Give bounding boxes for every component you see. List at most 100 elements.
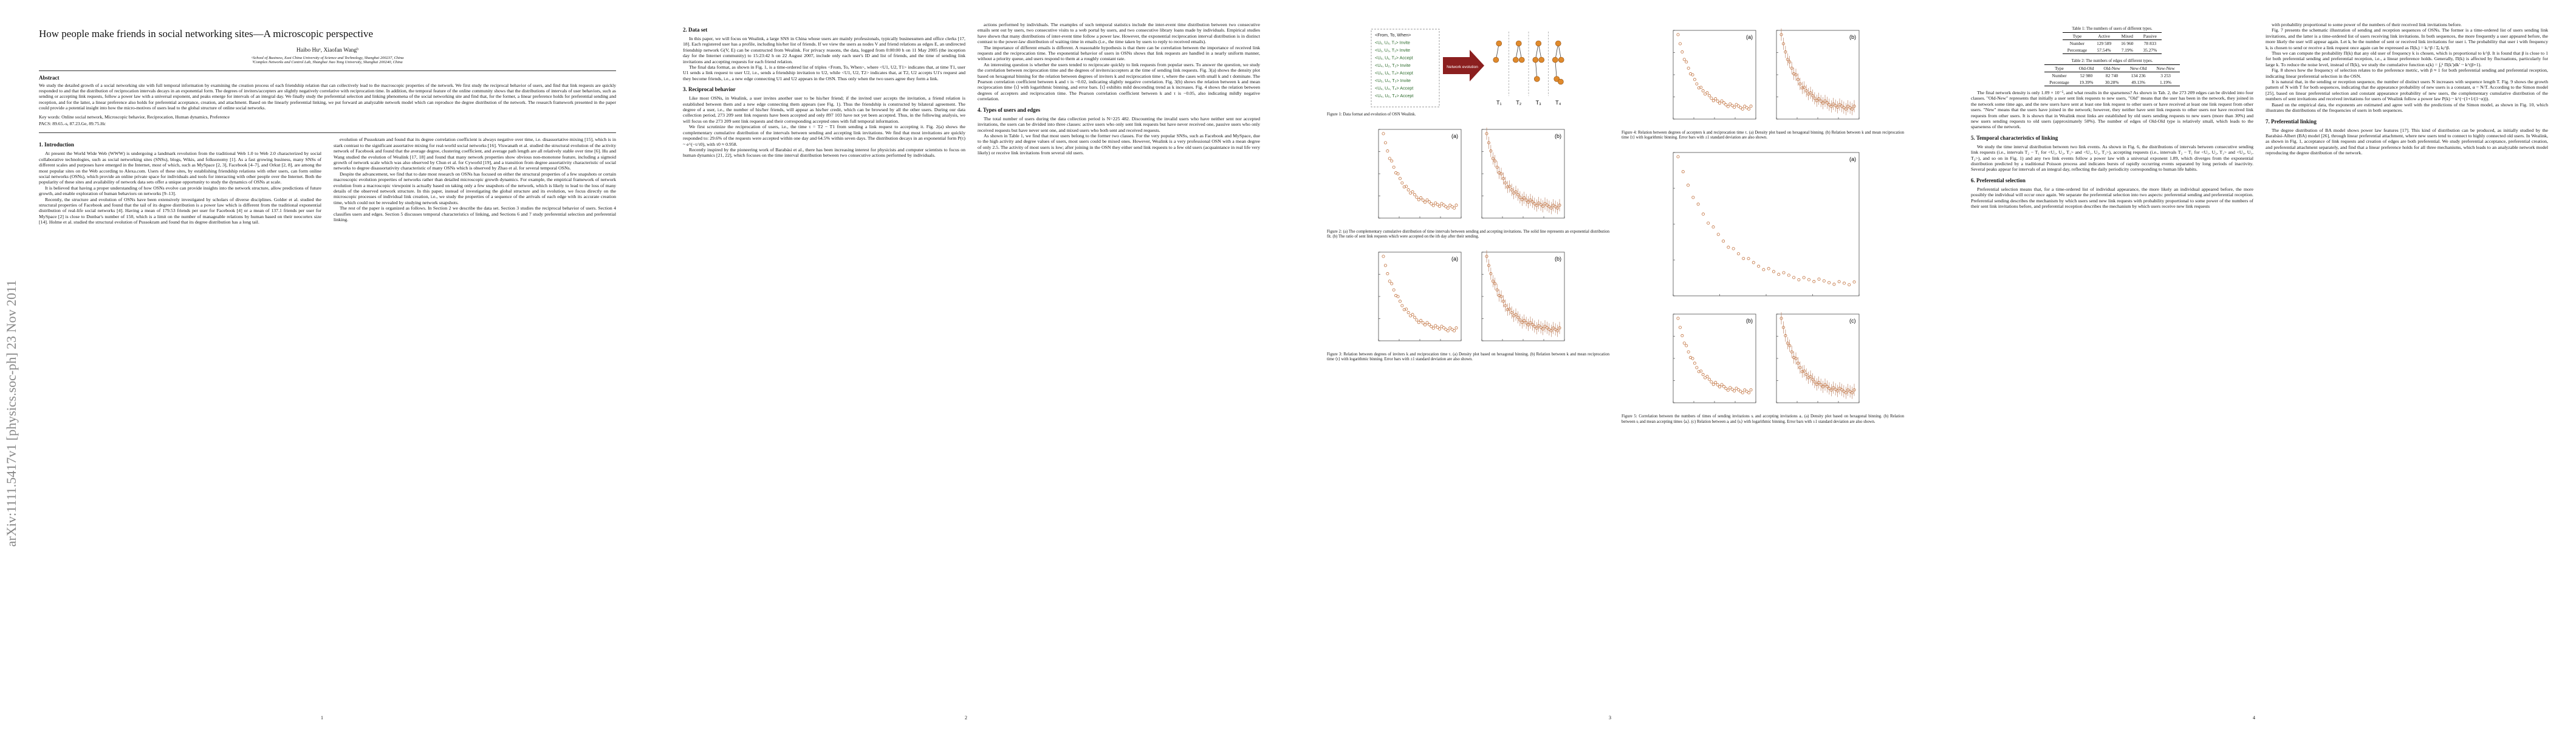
- panel-label: (a): [1849, 156, 1856, 162]
- columns: 2. Data set In this paper, we will focus …: [683, 22, 1260, 159]
- plot-decoration: [1802, 276, 1806, 279]
- header-cell: New-New: [2156, 66, 2175, 71]
- tuple: <U₅, U₄, T₃> Invite: [1375, 78, 1411, 83]
- paragraph: The rest of the paper is organized as fo…: [334, 205, 616, 223]
- time-label: T₁: [1496, 100, 1501, 106]
- plot-decoration: [1732, 106, 1736, 109]
- plot-decoration: [1547, 327, 1550, 331]
- plot-decoration: [1696, 202, 1700, 206]
- plot-decoration: [1699, 369, 1702, 373]
- arxiv-id: arXiv:1111.5417v1 [physics.soc-ph] 23 No…: [4, 279, 19, 547]
- column: Table 1: The numbers of users of differe…: [1971, 22, 2253, 210]
- plot-decoration: [1850, 391, 1854, 395]
- plot-decoration: [1800, 370, 1804, 374]
- tuple: <U₁, U₂, T₁> Invite: [1375, 40, 1410, 46]
- plot-decoration: [1747, 108, 1750, 111]
- plot-decoration: [1513, 312, 1517, 316]
- plot-decoration: [1691, 357, 1694, 360]
- paragraph: The total number of users during the dat…: [978, 115, 1260, 133]
- header-cell: Passive: [2143, 33, 2157, 39]
- plot-decoration: [1436, 203, 1439, 207]
- plot-decoration: [1722, 101, 1725, 104]
- plot-decoration: [1684, 60, 1688, 64]
- plot-decoration: [1402, 185, 1406, 189]
- plot-decoration: [1499, 295, 1502, 298]
- table-cell: Number: [2069, 41, 2085, 46]
- paragraph: It is natural that, in the sending or re…: [2266, 79, 2548, 102]
- plot-decoration: [1804, 373, 1808, 377]
- pacs: PACS: 89.65.-s, 87.23.Ge, 89.75.Hc: [39, 121, 106, 127]
- plot-decoration: [1756, 265, 1760, 269]
- plot-decoration: [1507, 185, 1511, 188]
- plot-decoration: [1406, 310, 1410, 314]
- header-cell: Old-New: [2103, 66, 2120, 71]
- keywords: Key words: Online social network, Micros…: [39, 114, 230, 120]
- plot-decoration: [1776, 273, 1780, 276]
- plot-decoration: [1837, 387, 1841, 391]
- plot-decoration: [1815, 383, 1818, 386]
- plot-decoration: [1732, 389, 1736, 393]
- table-cell: 19.39%: [2079, 80, 2094, 85]
- plot-decoration: [1846, 104, 1849, 108]
- plot-decoration: [1749, 104, 1752, 108]
- plot-decoration: [1454, 204, 1458, 207]
- plot-decoration: [1442, 204, 1445, 207]
- plot-decoration: [1716, 383, 1719, 387]
- plot-decoration: [1728, 102, 1732, 106]
- plot-decoration: [1678, 42, 1682, 46]
- plot-decoration: [1516, 193, 1519, 197]
- plot-decoration: [1800, 86, 1804, 90]
- time-label: T₄: [1555, 100, 1561, 106]
- figure: (a) (b): [1378, 128, 1564, 219]
- plot-decoration: [1793, 357, 1797, 360]
- plot-decoration: [1846, 388, 1849, 392]
- plot-decoration: [1532, 202, 1536, 206]
- table-row: Percentage 57.54% 7.19% 35.27%: [2062, 47, 2162, 54]
- graph-node: [1533, 76, 1540, 82]
- paragraph: The final network density is only 1.09 ×…: [1971, 90, 2253, 130]
- plot-decoration: [1730, 388, 1734, 391]
- plot-decoration: [1767, 267, 1770, 271]
- plot-decoration: [1812, 97, 1816, 100]
- plot-decoration: [1487, 141, 1490, 145]
- plot-decoration: [1520, 320, 1524, 324]
- graph-edge: [1554, 60, 1557, 80]
- time-label: T₂: [1516, 100, 1521, 106]
- table-cell: Percentage: [2067, 47, 2088, 53]
- data-table: Type Old-Old Old-New New-Old New-New Number 52…: [2044, 64, 2180, 86]
- plot-decoration: [1687, 66, 1690, 70]
- tuple: <U₃, U₁, T₃> Accept: [1375, 70, 1413, 76]
- plot-decoration: [1396, 172, 1400, 176]
- column: with probability proportional to some po…: [2266, 22, 2548, 210]
- plot-decoration: [1545, 326, 1549, 329]
- plot-decoration: [1539, 203, 1543, 207]
- plot-decoration: [1389, 159, 1393, 163]
- plot-decoration: [1797, 278, 1800, 282]
- plot-decoration: [1752, 261, 1755, 265]
- panel-label: (b): [1746, 318, 1753, 324]
- plot-decoration: [1716, 99, 1719, 103]
- plot-decoration: [1392, 288, 1396, 292]
- plot-decoration: [1817, 97, 1820, 101]
- plot-decoration: [1697, 86, 1701, 90]
- graph-node: [1553, 76, 1560, 82]
- plot-decoration: [1781, 271, 1785, 275]
- plot-decoration: [1840, 104, 1843, 108]
- plot-decoration: [1837, 103, 1841, 106]
- figure-caption: Figure 1: Data format and evolution of O…: [1327, 112, 1416, 117]
- column: (a) (b) Figure 4: Relation between degrees…: [1622, 22, 1904, 432]
- plot-decoration: [1736, 104, 1740, 108]
- panel-label: (b): [1555, 256, 1561, 262]
- plot-decoration: [1798, 366, 1801, 370]
- plot-decoration: [1553, 327, 1557, 331]
- plot-decoration: [1551, 204, 1555, 207]
- plot-decoration: [1834, 388, 1837, 391]
- page-number: 2: [965, 715, 967, 720]
- plot-decoration: [1745, 390, 1749, 394]
- plot-decoration: [1844, 108, 1848, 111]
- plot-decoration: [1779, 33, 1783, 36]
- section-heading: 2. Data set: [683, 27, 708, 33]
- figure: (a) (b): [1673, 29, 1859, 120]
- table-cell: 82 740: [2105, 73, 2119, 78]
- plot-decoration: [1484, 132, 1488, 135]
